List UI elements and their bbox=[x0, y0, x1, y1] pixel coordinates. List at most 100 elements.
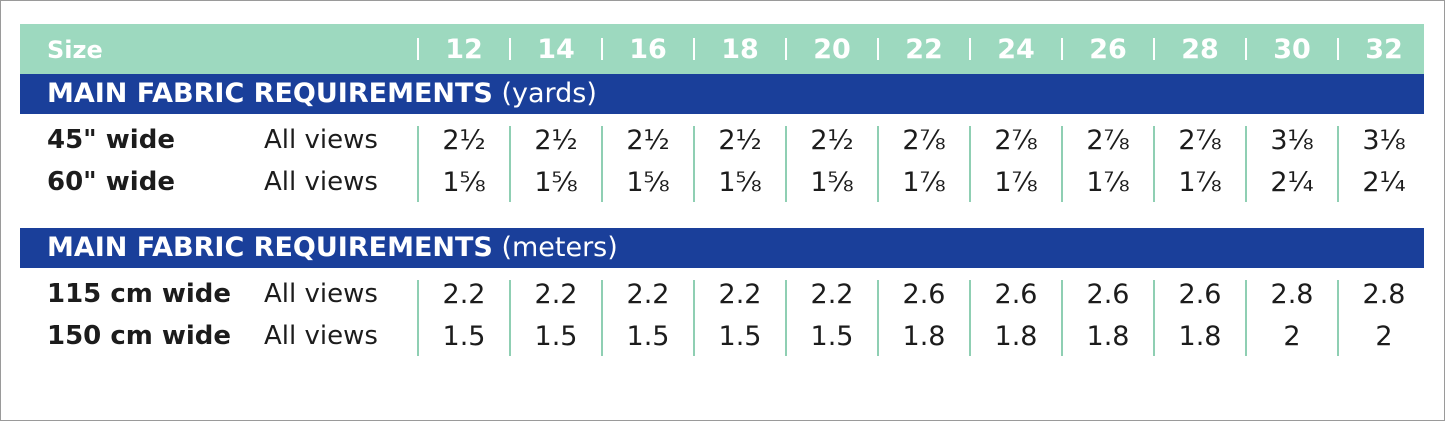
requirement-cell: 1⅝ bbox=[718, 167, 762, 198]
fabric-row: 150 cm wide All views 1.5 1.5 1.5 1.5 1.5 1.8 1.… bbox=[20, 316, 1424, 356]
column-divider bbox=[693, 126, 695, 202]
requirement-cell: 1.5 bbox=[626, 321, 670, 352]
requirement-cell: 2 bbox=[1283, 321, 1301, 352]
size-header-separator bbox=[509, 38, 511, 60]
requirement-cell: 1.8 bbox=[1178, 321, 1222, 352]
column-divider bbox=[509, 280, 511, 356]
views-label: All views bbox=[264, 125, 378, 155]
requirement-cell: 2½ bbox=[718, 125, 762, 156]
section-title-yards: MAIN FABRIC REQUIREMENTS bbox=[47, 78, 493, 109]
size-header-separator bbox=[877, 38, 879, 60]
size-header-separator bbox=[417, 38, 419, 60]
requirement-cell: 2½ bbox=[442, 125, 486, 156]
column-divider bbox=[417, 280, 419, 356]
section-data-meters: 115 cm wide All views 2.2 2.2 2.2 2.2 2.2 2.6 2.… bbox=[20, 268, 1424, 368]
fabric-row: 60" wide All views 1⅝ 1⅝ 1⅝ 1⅝ 1⅝ 1⅞ 1⅞ 1⅞ 1⅞ 2¼ 2¼ bbox=[20, 162, 1424, 202]
fabric-row: 115 cm wide All views 2.2 2.2 2.2 2.2 2.2 2.6 2.… bbox=[20, 274, 1424, 314]
column-divider bbox=[877, 126, 879, 202]
section-gap bbox=[20, 214, 1424, 228]
section-data-yards: 45" wide All views 2½ 2½ 2½ 2½ 2½ 2⅞ 2⅞ 2⅞ 2⅞ 3⅛ 3⅛ 6… bbox=[20, 114, 1424, 214]
requirement-cell: 3⅛ bbox=[1270, 125, 1314, 156]
requirement-cell: 2¼ bbox=[1270, 167, 1314, 198]
column-divider bbox=[1245, 126, 1247, 202]
requirement-cell: 2.2 bbox=[534, 279, 578, 310]
column-divider bbox=[785, 126, 787, 202]
requirement-cell: 3⅛ bbox=[1362, 125, 1406, 156]
requirement-cell: 1⅝ bbox=[442, 167, 486, 198]
column-divider bbox=[417, 126, 419, 202]
requirement-cell: 2.2 bbox=[626, 279, 670, 310]
size-header-label: Size bbox=[47, 36, 103, 64]
requirement-cell: 2.6 bbox=[1178, 279, 1222, 310]
size-header-cell: 20 bbox=[813, 34, 851, 65]
views-label: All views bbox=[264, 321, 378, 351]
column-divider bbox=[1337, 280, 1339, 356]
requirement-cell: 1⅞ bbox=[994, 167, 1038, 198]
requirement-cell: 2.6 bbox=[902, 279, 946, 310]
requirement-cell: 1⅞ bbox=[902, 167, 946, 198]
requirement-cell: 2.6 bbox=[1086, 279, 1130, 310]
fabric-requirements-chart: Size 12 14 16 18 20 22 24 26 28 30 32 MAIN FABRIC … bbox=[20, 24, 1424, 368]
section-bar-meters: MAIN FABRIC REQUIREMENTS (meters) bbox=[20, 228, 1424, 268]
requirement-cell: 1.8 bbox=[1086, 321, 1130, 352]
requirement-cell: 2⅞ bbox=[1086, 125, 1130, 156]
requirement-cell: 1⅝ bbox=[810, 167, 854, 198]
size-header-separator bbox=[785, 38, 787, 60]
requirement-cell: 2½ bbox=[626, 125, 670, 156]
size-header-row: Size 12 14 16 18 20 22 24 26 28 30 32 bbox=[20, 24, 1424, 74]
size-header-separator bbox=[1245, 38, 1247, 60]
size-header-cell: 24 bbox=[997, 34, 1035, 65]
size-header-separator bbox=[1153, 38, 1155, 60]
section-bar-yards: MAIN FABRIC REQUIREMENTS (yards) bbox=[20, 74, 1424, 114]
requirement-cell: 1⅝ bbox=[534, 167, 578, 198]
size-header-separator bbox=[1061, 38, 1063, 60]
requirement-cell: 1.8 bbox=[994, 321, 1038, 352]
requirement-cell: 1⅞ bbox=[1178, 167, 1222, 198]
size-header-separator bbox=[1337, 38, 1339, 60]
size-header-cell: 22 bbox=[905, 34, 943, 65]
column-divider bbox=[1153, 280, 1155, 356]
fabric-width-label: 150 cm wide bbox=[47, 321, 232, 351]
column-divider bbox=[785, 280, 787, 356]
size-header-cell: 18 bbox=[721, 34, 759, 65]
size-header-cell: 28 bbox=[1181, 34, 1219, 65]
requirement-cell: 1.8 bbox=[902, 321, 946, 352]
requirement-cell: 1⅝ bbox=[626, 167, 670, 198]
column-divider bbox=[1061, 280, 1063, 356]
requirement-cell: 2½ bbox=[534, 125, 578, 156]
views-label: All views bbox=[264, 279, 378, 309]
column-divider bbox=[877, 280, 879, 356]
column-divider bbox=[1153, 126, 1155, 202]
size-header-cell: 16 bbox=[629, 34, 667, 65]
requirement-cell: 1⅞ bbox=[1086, 167, 1130, 198]
fabric-width-label: 60" wide bbox=[47, 167, 175, 197]
column-divider bbox=[509, 126, 511, 202]
size-header-separator bbox=[601, 38, 603, 60]
size-header-separator bbox=[969, 38, 971, 60]
requirement-cell: 1.5 bbox=[718, 321, 762, 352]
column-divider bbox=[601, 280, 603, 356]
requirement-cell: 2.2 bbox=[442, 279, 486, 310]
requirement-cell: 2⅞ bbox=[994, 125, 1038, 156]
requirement-cell: 2.8 bbox=[1270, 279, 1314, 310]
size-header-cell: 30 bbox=[1273, 34, 1311, 65]
requirement-cell: 2.2 bbox=[810, 279, 854, 310]
requirement-cell: 2½ bbox=[810, 125, 854, 156]
size-header-cell: 26 bbox=[1089, 34, 1127, 65]
requirement-cell: 1.5 bbox=[810, 321, 854, 352]
requirement-cell: 2.6 bbox=[994, 279, 1038, 310]
fabric-row: 45" wide All views 2½ 2½ 2½ 2½ 2½ 2⅞ 2⅞ 2⅞ 2⅞ 3⅛ 3⅛ bbox=[20, 120, 1424, 160]
requirement-cell: 2.2 bbox=[718, 279, 762, 310]
column-divider bbox=[969, 280, 971, 356]
column-divider bbox=[693, 280, 695, 356]
section-unit-yards: (yards) bbox=[501, 78, 597, 109]
column-divider bbox=[1061, 126, 1063, 202]
requirement-cell: 2.8 bbox=[1362, 279, 1406, 310]
column-divider bbox=[1245, 280, 1247, 356]
requirement-cell: 2⅞ bbox=[902, 125, 946, 156]
size-header-cell: 32 bbox=[1365, 34, 1403, 65]
views-label: All views bbox=[264, 167, 378, 197]
requirement-cell: 2⅞ bbox=[1178, 125, 1222, 156]
requirement-cell: 1.5 bbox=[442, 321, 486, 352]
size-header-cell: 14 bbox=[537, 34, 575, 65]
